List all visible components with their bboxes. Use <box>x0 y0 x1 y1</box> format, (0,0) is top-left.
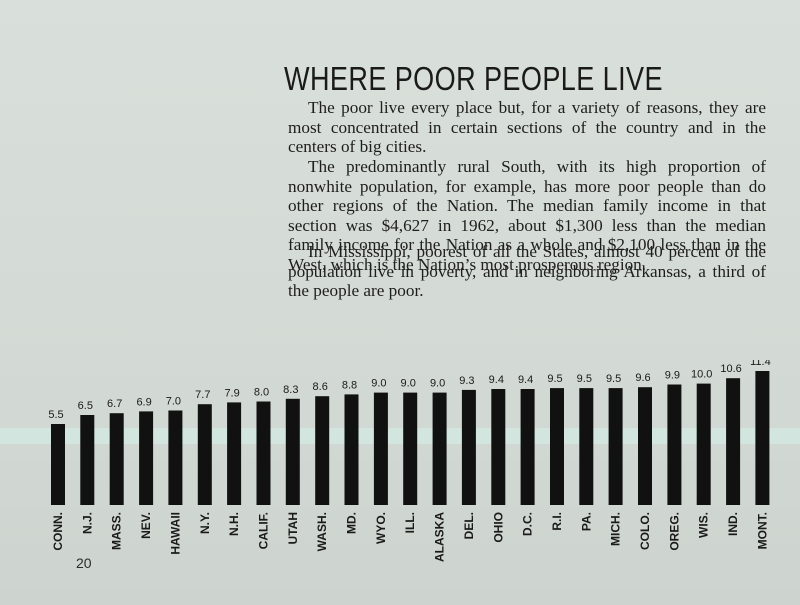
bar-wyo <box>373 392 388 505</box>
category-label: WIS. <box>697 512 711 538</box>
bar-alaska <box>432 392 447 505</box>
value-label: 5.5 <box>48 409 63 421</box>
value-label: 9.0 <box>371 378 386 390</box>
bar-colo <box>638 387 652 505</box>
value-label: 8.6 <box>313 381 328 393</box>
bar-oreg <box>667 384 682 505</box>
bar-pa <box>579 388 594 505</box>
poverty-bar-chart: 5.5 6.5 6.7 6.9 7.0 7.7 7.9 8.0 8.3 8.6 8.8 9.0 9.0 9… <box>0 360 800 562</box>
value-label: 10.6 <box>720 363 741 375</box>
value-label: 10.0 <box>691 369 712 381</box>
value-label: 7.9 <box>224 387 239 399</box>
value-label: 6.5 <box>78 400 93 412</box>
south-paragraph: The predominantly rural South, with its … <box>288 157 766 275</box>
intro-paragraph-text: The poor live every place but, for a var… <box>288 98 766 157</box>
value-label: 9.4 <box>518 374 533 386</box>
value-label: 9.5 <box>606 373 621 385</box>
bar-ind <box>726 378 741 505</box>
category-label: COLO. <box>638 512 652 550</box>
bar-ri <box>550 388 564 505</box>
bar-del <box>461 389 476 505</box>
category-label: ILL. <box>403 512 417 533</box>
value-label: 9.6 <box>635 372 650 384</box>
category-label: UTAH <box>286 512 300 544</box>
value-label: 11.4 <box>750 360 771 368</box>
value-label: 8.0 <box>254 387 269 399</box>
bar-md <box>344 394 359 505</box>
category-label: PA. <box>579 512 593 531</box>
mississippi-paragraph-text: In Mississippi, poorest of all the State… <box>288 242 766 301</box>
category-label: D.C. <box>521 512 535 536</box>
bar-ny <box>197 404 212 505</box>
value-label: 9.4 <box>489 374 504 386</box>
category-label: N.J. <box>80 512 94 534</box>
value-label: 6.7 <box>107 398 122 410</box>
category-label: MONT. <box>755 512 769 549</box>
bars-group <box>51 371 770 505</box>
page-number: 20 <box>76 555 92 571</box>
value-label: 8.8 <box>342 379 357 391</box>
value-label: 7.0 <box>166 396 181 408</box>
bar-utah <box>285 398 300 505</box>
bar-hawaii <box>168 410 183 505</box>
intro-paragraph: The poor live every place but, for a var… <box>288 98 766 157</box>
bar-ill <box>403 392 418 505</box>
bar-wash <box>315 396 330 505</box>
value-label: 9.5 <box>577 373 592 385</box>
south-paragraph-text: The predominantly rural South, with its … <box>288 157 766 274</box>
bar-mont <box>755 371 770 505</box>
category-label: R.I. <box>550 512 564 531</box>
bar-nh <box>227 402 242 505</box>
bar-nj <box>80 415 95 505</box>
category-label: OHIO <box>491 512 505 543</box>
category-label: CALIF. <box>257 512 271 549</box>
bar-ohio <box>491 389 506 505</box>
category-label: N.Y. <box>198 512 212 534</box>
bar-nev <box>139 411 154 505</box>
value-label: 9.0 <box>430 378 445 390</box>
value-label: 8.3 <box>283 384 298 396</box>
bar-wis <box>696 383 711 505</box>
bar-dc <box>520 389 535 505</box>
value-label: 9.9 <box>665 370 680 382</box>
category-label: HAWAII <box>168 512 182 555</box>
value-labels-group: 5.5 6.5 6.7 6.9 7.0 7.7 7.9 8.0 8.3 8.6 8.8 9.0 9.0 9… <box>48 360 770 421</box>
mississippi-paragraph: In Mississippi, poorest of all the State… <box>288 242 766 301</box>
category-label: MD. <box>345 512 359 534</box>
value-label: 7.7 <box>195 389 210 401</box>
page-title: WHERE POOR PEOPLE LIVE <box>284 60 663 97</box>
bar-calif <box>256 401 271 505</box>
category-label: WASH. <box>315 512 329 551</box>
category-label: IND. <box>726 512 740 536</box>
bar-mich <box>608 388 623 505</box>
category-label: NEV. <box>139 512 153 539</box>
category-label: OREG. <box>667 512 681 551</box>
category-label: MASS. <box>110 512 124 550</box>
value-label: 9.5 <box>547 373 562 385</box>
category-labels-group: CONN. N.J. MASS. NEV. HAWAII N.Y. N.H. CALIF. UT… <box>51 512 769 562</box>
value-label: 9.0 <box>401 378 416 390</box>
category-label: MICH. <box>609 512 623 546</box>
value-label: 6.9 <box>136 396 151 408</box>
category-label: CONN. <box>51 512 65 551</box>
category-label: N.H. <box>227 512 241 536</box>
category-label: ALASKA <box>433 512 447 562</box>
value-label: 9.3 <box>459 375 474 387</box>
bar-conn <box>51 424 65 505</box>
bar-mass <box>109 413 124 505</box>
category-label: DEL. <box>462 512 476 539</box>
category-label: WYO. <box>374 512 388 544</box>
